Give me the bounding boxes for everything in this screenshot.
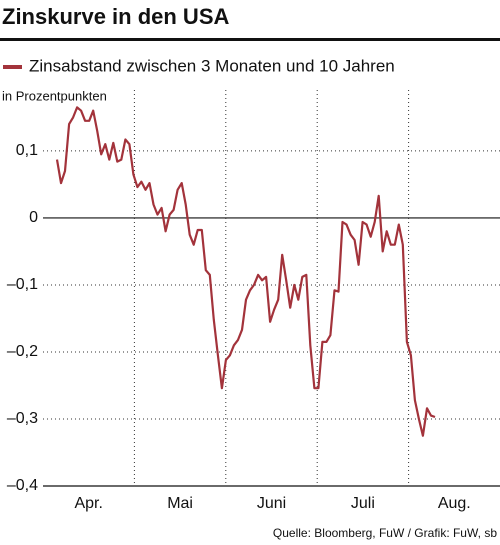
source-note: Quelle: Bloomberg, FuW / Grafik: FuW, sb — [273, 526, 497, 540]
y-tick-label: 0,1 — [16, 142, 38, 159]
x-tick-label: Mai — [167, 495, 193, 512]
y-tick-label: –0,3 — [7, 410, 38, 427]
y-tick-label: –0,4 — [7, 477, 38, 494]
y-tick-label: 0 — [29, 209, 38, 226]
x-tick-label: Aug. — [438, 495, 471, 512]
x-tick-label: Apr. — [74, 495, 102, 512]
chart-title: Zinskurve in den USA — [2, 4, 229, 29]
x-tick-label: Juni — [257, 495, 286, 512]
x-tick-label: Juli — [351, 495, 375, 512]
data-line — [55, 106, 436, 437]
legend-label: Zinsabstand zwischen 3 Monaten und 10 Ja… — [29, 56, 395, 75]
y-tick-label: –0,2 — [7, 343, 38, 360]
y-axis-label: in Prozentpunkten — [2, 88, 107, 103]
y-tick-label: –0,1 — [7, 276, 38, 293]
title-rule — [0, 38, 500, 41]
